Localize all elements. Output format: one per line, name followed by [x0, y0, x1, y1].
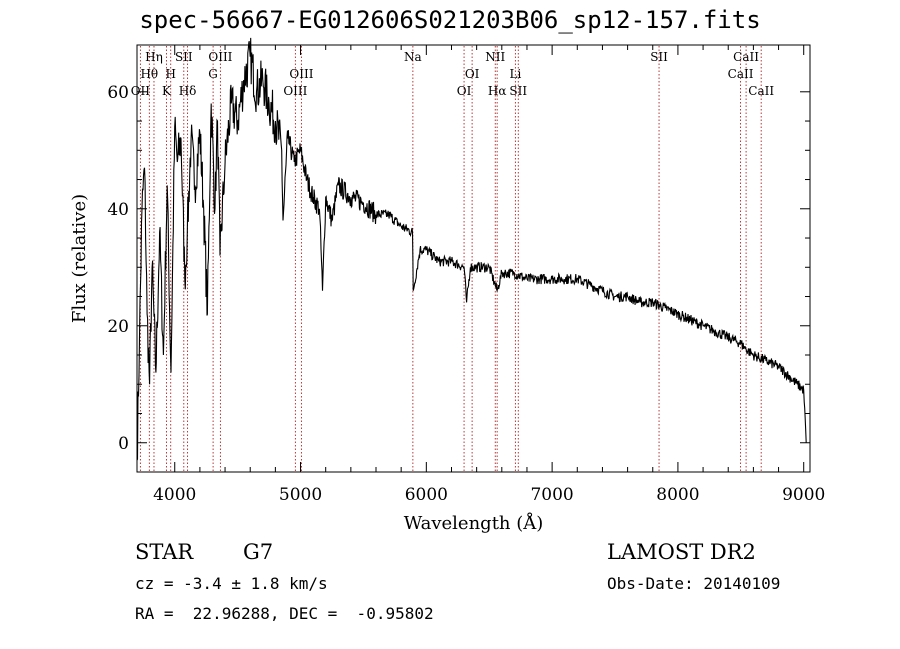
axis-ticks: 4000 5000 6000 7000 8000 9000 0 20 40 60	[107, 45, 825, 505]
line-label: OIII	[208, 50, 232, 64]
line-label: OI	[465, 67, 480, 81]
spectrum-line	[136, 37, 807, 461]
line-label: G	[208, 67, 218, 81]
page-title: spec-56667-EG012606S021203B06_sp12-157.f…	[139, 6, 761, 34]
y-tick-label: 20	[107, 317, 129, 337]
x-axis-label: Wavelength (Å)	[404, 512, 544, 534]
line-label: OIII	[289, 67, 313, 81]
x-tick-label: 9000	[782, 485, 825, 505]
line-label: Hα	[488, 84, 507, 98]
line-label: SII	[650, 50, 668, 64]
line-label: OIII	[283, 84, 307, 98]
redshift-cz: cz = -3.4 ± 1.8 km/s	[135, 574, 328, 593]
x-tick-label: 4000	[153, 485, 196, 505]
x-tick-label: 6000	[405, 485, 448, 505]
line-label: CaII	[748, 84, 774, 98]
y-tick-label: 60	[107, 83, 129, 103]
line-label: Hδ	[179, 84, 197, 98]
line-label: OI	[457, 84, 472, 98]
y-tick-label: 40	[107, 200, 129, 220]
line-label: Hθ	[140, 67, 158, 81]
line-label: SII	[509, 84, 527, 98]
plot-frame	[136, 44, 811, 473]
y-axis-label: Flux (relative)	[69, 194, 90, 323]
line-label: NII	[485, 50, 505, 64]
line-label: SII	[175, 50, 193, 64]
line-label: Li	[509, 67, 521, 81]
object-class: STAR	[135, 540, 194, 564]
line-markers	[139, 46, 762, 471]
line-label: CaII	[728, 67, 754, 81]
x-tick-label: 5000	[279, 485, 322, 505]
subclass: G7	[243, 540, 274, 564]
line-label: OII	[131, 84, 151, 98]
line-label: Hη	[145, 50, 163, 64]
line-label: Na	[404, 50, 422, 64]
coordinates: RA = 22.96288, DEC = -0.95802	[135, 604, 434, 623]
survey-name: LAMOST DR2	[607, 540, 756, 564]
obs-date: Obs-Date: 20140109	[607, 574, 781, 593]
line-label: K	[162, 84, 172, 98]
line-label: CaII	[733, 50, 759, 64]
x-tick-label: 7000	[530, 485, 573, 505]
y-tick-label: 0	[118, 434, 129, 454]
line-label: H	[165, 67, 175, 81]
x-tick-label: 8000	[656, 485, 699, 505]
